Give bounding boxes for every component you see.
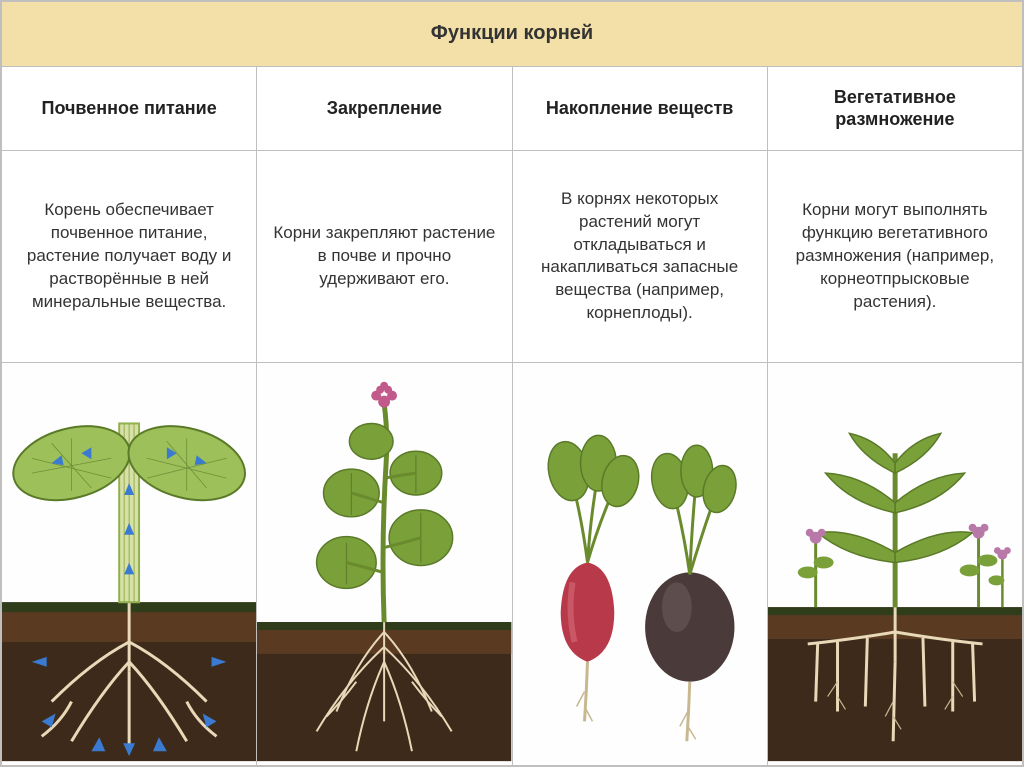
col-desc-1: Корни закрепляют растение в почве и проч…: [257, 151, 512, 363]
col-header-1: Закрепление: [257, 66, 512, 151]
col-header-0: Почвенное питание: [2, 66, 257, 151]
title-row: Функции корней: [2, 2, 1023, 67]
col-desc-0: Корень обеспечивает почвенное питание, р…: [2, 151, 257, 363]
illustration-nutrition: [2, 362, 257, 765]
table-title: Функции корней: [2, 2, 1023, 67]
col-header-2: Накопление веществ: [512, 66, 767, 151]
storage-svg-icon: [513, 363, 767, 762]
col-desc-2: В корнях некоторых растений могут отклад…: [512, 151, 767, 363]
col-header-3: Вегетативное размножение: [767, 66, 1022, 151]
infographic-container: Функции корней Почвенное питание Закрепл…: [0, 0, 1024, 767]
illustration-row: [2, 362, 1023, 765]
root-functions-table: Функции корней Почвенное питание Закрепл…: [1, 1, 1023, 766]
illustration-anchoring: [257, 362, 512, 765]
col-desc-3: Корни могут выполнять функцию вегетативн…: [767, 151, 1022, 363]
propagation-svg-icon: [768, 363, 1022, 762]
nutrition-svg-icon: [2, 363, 256, 762]
header-row: Почвенное питание Закрепление Накопление…: [2, 66, 1023, 151]
illustration-propagation: [767, 362, 1022, 765]
description-row: Корень обеспечивает почвенное питание, р…: [2, 151, 1023, 363]
illustration-storage: [512, 362, 767, 765]
anchoring-svg-icon: [257, 363, 511, 762]
